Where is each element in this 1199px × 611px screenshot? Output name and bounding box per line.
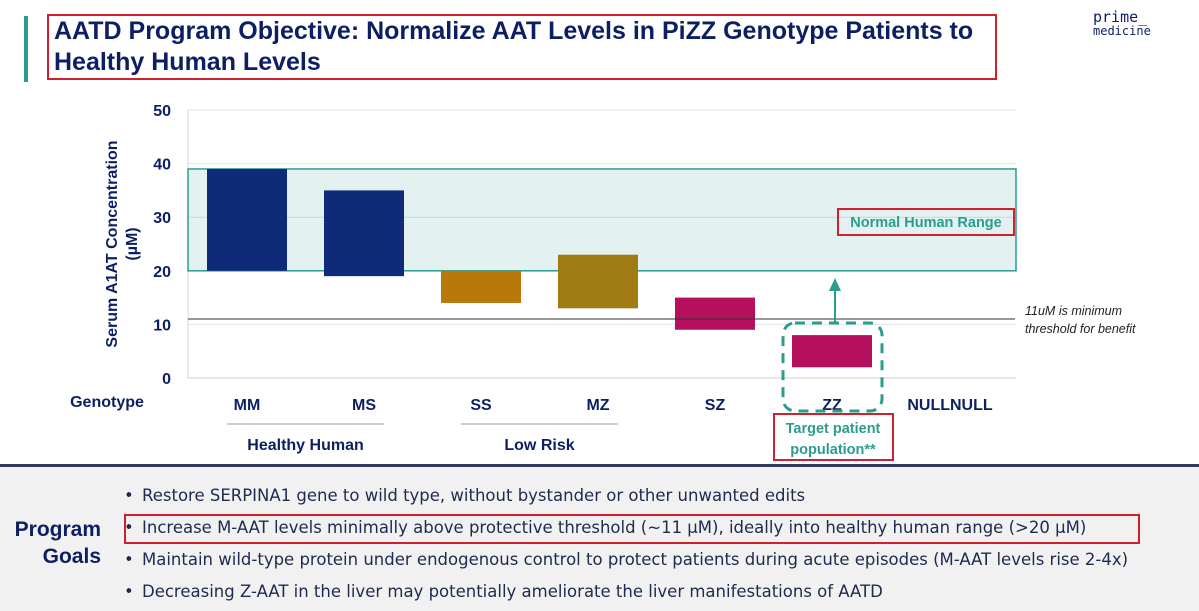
x-tick-label: MM [234,397,261,414]
logo-line-1: prime_ [1093,8,1148,26]
slide-title: AATD Program Objective: Normalize AAT Le… [54,17,974,76]
goals-heading-line-2: Goals [42,545,101,568]
threshold-label-line-2: threshold for benefit [1025,322,1136,336]
range-bar-zz [792,335,872,368]
y-axis-ticks: 0 10 20 30 40 50 [153,103,171,388]
normal-range-label: Normal Human Range [850,215,1001,231]
y-tick-label: 10 [153,317,171,334]
target-label-line-1: Target patient [786,421,881,437]
normal-range-label-box [837,208,1015,236]
goal-text: Restore SERPINA1 gene to wild type, with… [142,486,806,505]
goals-heading-line-1: Program [14,518,101,541]
title-highlight-box [47,14,997,80]
group-label: Healthy Human [247,437,363,454]
aat-concentration-chart: 0 10 20 30 40 50 Serum A1AT Concentration (µM)… [70,103,1136,461]
program-goals-panel [0,464,1199,611]
target-label-line-2: population** [790,442,876,458]
bullet: • [124,518,134,537]
range-bar-mm [207,168,287,271]
target-label-box [773,413,894,461]
goal-highlight-box [124,514,1140,544]
x-tick-label: NULLNULL [907,397,993,414]
goal-item: • Increase M-AAT levels minimally above p… [124,518,1086,537]
x-axis-label: Genotype [70,394,144,411]
x-tick-label: MS [352,397,376,414]
range-bar-ms [324,190,404,277]
x-tick-label: MZ [586,397,609,414]
goal-text: Decreasing Z-AAT in the liver may potent… [142,582,883,601]
range-bar-sz [675,297,755,330]
y-tick-label: 50 [153,103,171,120]
y-tick-label: 0 [162,371,171,388]
group-label: Low Risk [504,437,574,454]
target-dashed-box [781,321,884,413]
goal-item: • Restore SERPINA1 gene to wild type, wit… [124,486,805,505]
x-tick-label: SZ [705,397,726,414]
x-axis-ticks: MM MS SS MZ SZ ZZ NULLNULL [234,397,993,414]
threshold-label-line-1: 11uM is minimum [1025,304,1122,318]
genotype-groups: Healthy Human Low Risk [227,423,618,454]
x-tick-label: SS [470,397,492,414]
bullet: • [124,550,134,569]
goal-text: Maintain wild-type protein under endogen… [142,550,1129,569]
bullet: • [124,486,134,505]
y-axis-label: Serum A1AT Concentration (µM) [104,140,141,347]
prime-medicine-logo: prime_ medicine [1093,8,1151,39]
range-bar-ss [441,270,521,303]
program-goals-heading: Program Goals [8,516,101,570]
y-tick-label: 30 [153,210,171,227]
goal-item: • Maintain wild-type protein under endoge… [124,550,1128,569]
y-axis-label-line-1: Serum A1AT Concentration [104,140,121,347]
title-accent-bar [24,16,28,82]
goal-text: Increase M-AAT levels minimally above pr… [142,518,1087,537]
range-bar-mz [558,254,638,309]
logo-line-2: medicine [1093,24,1151,38]
y-axis-label-line-2: (µM) [124,227,141,260]
genotype-range-bars [207,168,872,368]
goal-item: • Decreasing Z-AAT in the liver may poten… [124,582,883,601]
y-tick-label: 20 [153,264,171,281]
bullet: • [124,582,134,601]
target-arrow-head [829,278,841,291]
y-tick-label: 40 [153,157,171,174]
